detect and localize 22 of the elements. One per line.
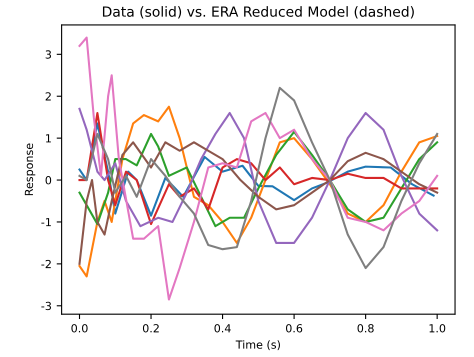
- line-series: [78, 122, 435, 217]
- y-tick-label: -3: [41, 302, 52, 310]
- y-tick-label: 1: [46, 134, 51, 142]
- x-tick-label: 0.2: [142, 324, 159, 332]
- x-axis-title: Time (s): [236, 340, 280, 350]
- line-series: [78, 130, 438, 228]
- line-series: [78, 112, 438, 226]
- y-tick-label: 2: [46, 92, 51, 100]
- y-tick-label: 3: [46, 50, 52, 59]
- line-series: [78, 141, 438, 265]
- x-tick-label: 0.4: [214, 324, 231, 332]
- x-tick-label: 0.0: [71, 324, 88, 332]
- y-axis-title: Response: [24, 143, 36, 196]
- x-tick-label: 0.6: [286, 324, 302, 332]
- x-tick-label: 1.0: [430, 324, 446, 332]
- line-series: [78, 36, 438, 301]
- chart-title: Data (solid) vs. ERA Reduced Model (dashed): [102, 6, 414, 18]
- y-tick-label: 0: [46, 176, 52, 184]
- y-tick-label: -1: [41, 218, 51, 226]
- x-tick-label: 0.8: [358, 324, 374, 332]
- line-series: [78, 108, 438, 244]
- y-tick-label: -2: [41, 260, 51, 268]
